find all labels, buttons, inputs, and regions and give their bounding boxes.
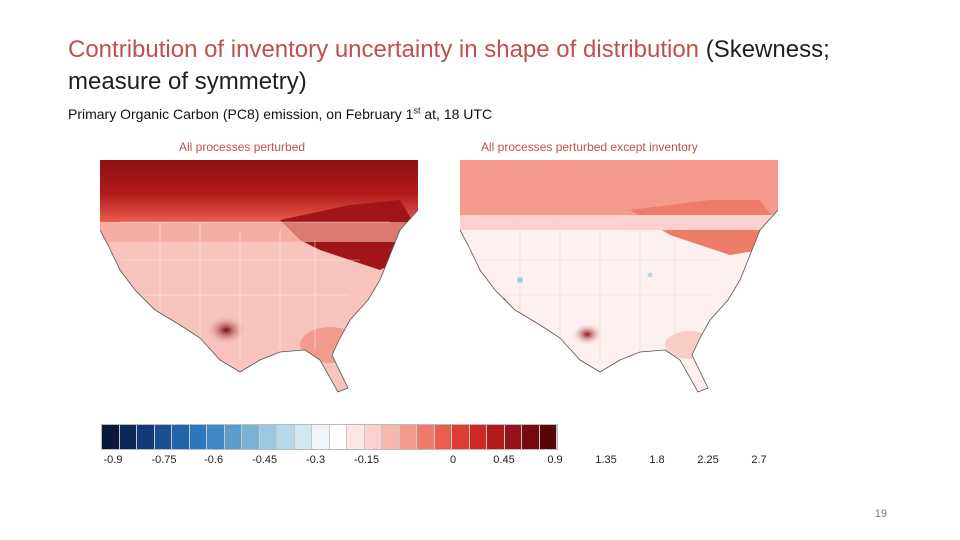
colorbar-swatch [207, 425, 225, 449]
colorbar-tick-label: 2.7 [751, 454, 767, 466]
colorbar-swatch [242, 425, 260, 449]
colorbar-swatch [469, 425, 487, 449]
colorbar-swatch [522, 425, 540, 449]
colorbar-swatch [399, 425, 417, 449]
colorbar-swatch [277, 425, 295, 449]
title-highlight: Contribution of inventory uncertainty in… [68, 36, 700, 63]
colorbar-tick-label: 0 [449, 454, 457, 466]
colorbar-swatch [224, 425, 242, 449]
subtitle-main: Primary Organic Carbon (PC8) emission, o… [68, 106, 414, 122]
slide-title: Contribution of inventory uncertainty in… [68, 34, 908, 98]
colorbar-swatch [294, 425, 312, 449]
colorbar-tick-label: 0.45 [493, 454, 515, 466]
colorbar-swatch [329, 425, 347, 449]
colorbar-swatch [382, 425, 400, 449]
colorbar-tick-label: 2.25 [697, 454, 719, 466]
colorbar-swatch [137, 425, 155, 449]
colorbar-tick-label: -0.6 [204, 454, 224, 466]
colorbar-swatch [119, 425, 137, 449]
panel-label-all-processes: All processes perturbed [179, 140, 306, 154]
colorbar-swatch [259, 425, 277, 449]
colorbar-swatch [504, 425, 522, 449]
skewness-map-except-inventory [460, 160, 778, 398]
colorbar-tick-label: -0.15 [354, 454, 380, 466]
colorbar-swatch [539, 425, 557, 449]
colorbar-swatch [172, 425, 190, 449]
subtitle-superscript: st [413, 105, 421, 116]
colorbar-tick-label: 0.9 [547, 454, 563, 466]
colorbar-tick-label: -0.45 [252, 454, 278, 466]
skewness-colorbar [101, 424, 558, 450]
colorbar-tick-label: -0.9 [103, 454, 123, 466]
slide-subtitle: Primary Organic Carbon (PC8) emission, o… [68, 106, 492, 122]
skewness-map-all-processes [100, 160, 418, 398]
colorbar-swatch [102, 425, 120, 449]
colorbar-swatch [189, 425, 207, 449]
colorbar-swatch [487, 425, 505, 449]
colorbar-swatch [312, 425, 330, 449]
colorbar-swatch [364, 425, 382, 449]
colorbar-tick-label: 1.35 [595, 454, 617, 466]
colorbar-tick-labels: -0.9 -0.75 -0.6 -0.45 -0.3 -0.15 0 0.45 0.9 1.35 1… [101, 454, 781, 470]
colorbar-swatch [154, 425, 172, 449]
panel-label-except-inventory: All processes perturbed except inventory [481, 140, 698, 154]
page-number: 19 [874, 508, 887, 520]
colorbar-swatch [434, 425, 452, 449]
subtitle-tail: at, 18 UTC [420, 106, 493, 122]
colorbar-tick-label: -0.75 [151, 454, 177, 466]
colorbar-swatch [417, 425, 435, 449]
colorbar-swatch [452, 425, 470, 449]
title-rest: (Skewness; measure of symmetry) [68, 36, 830, 95]
colorbar-swatch [347, 425, 365, 449]
colorbar-tick-label: 1.8 [649, 454, 665, 466]
colorbar-tick-label: -0.3 [306, 454, 326, 466]
